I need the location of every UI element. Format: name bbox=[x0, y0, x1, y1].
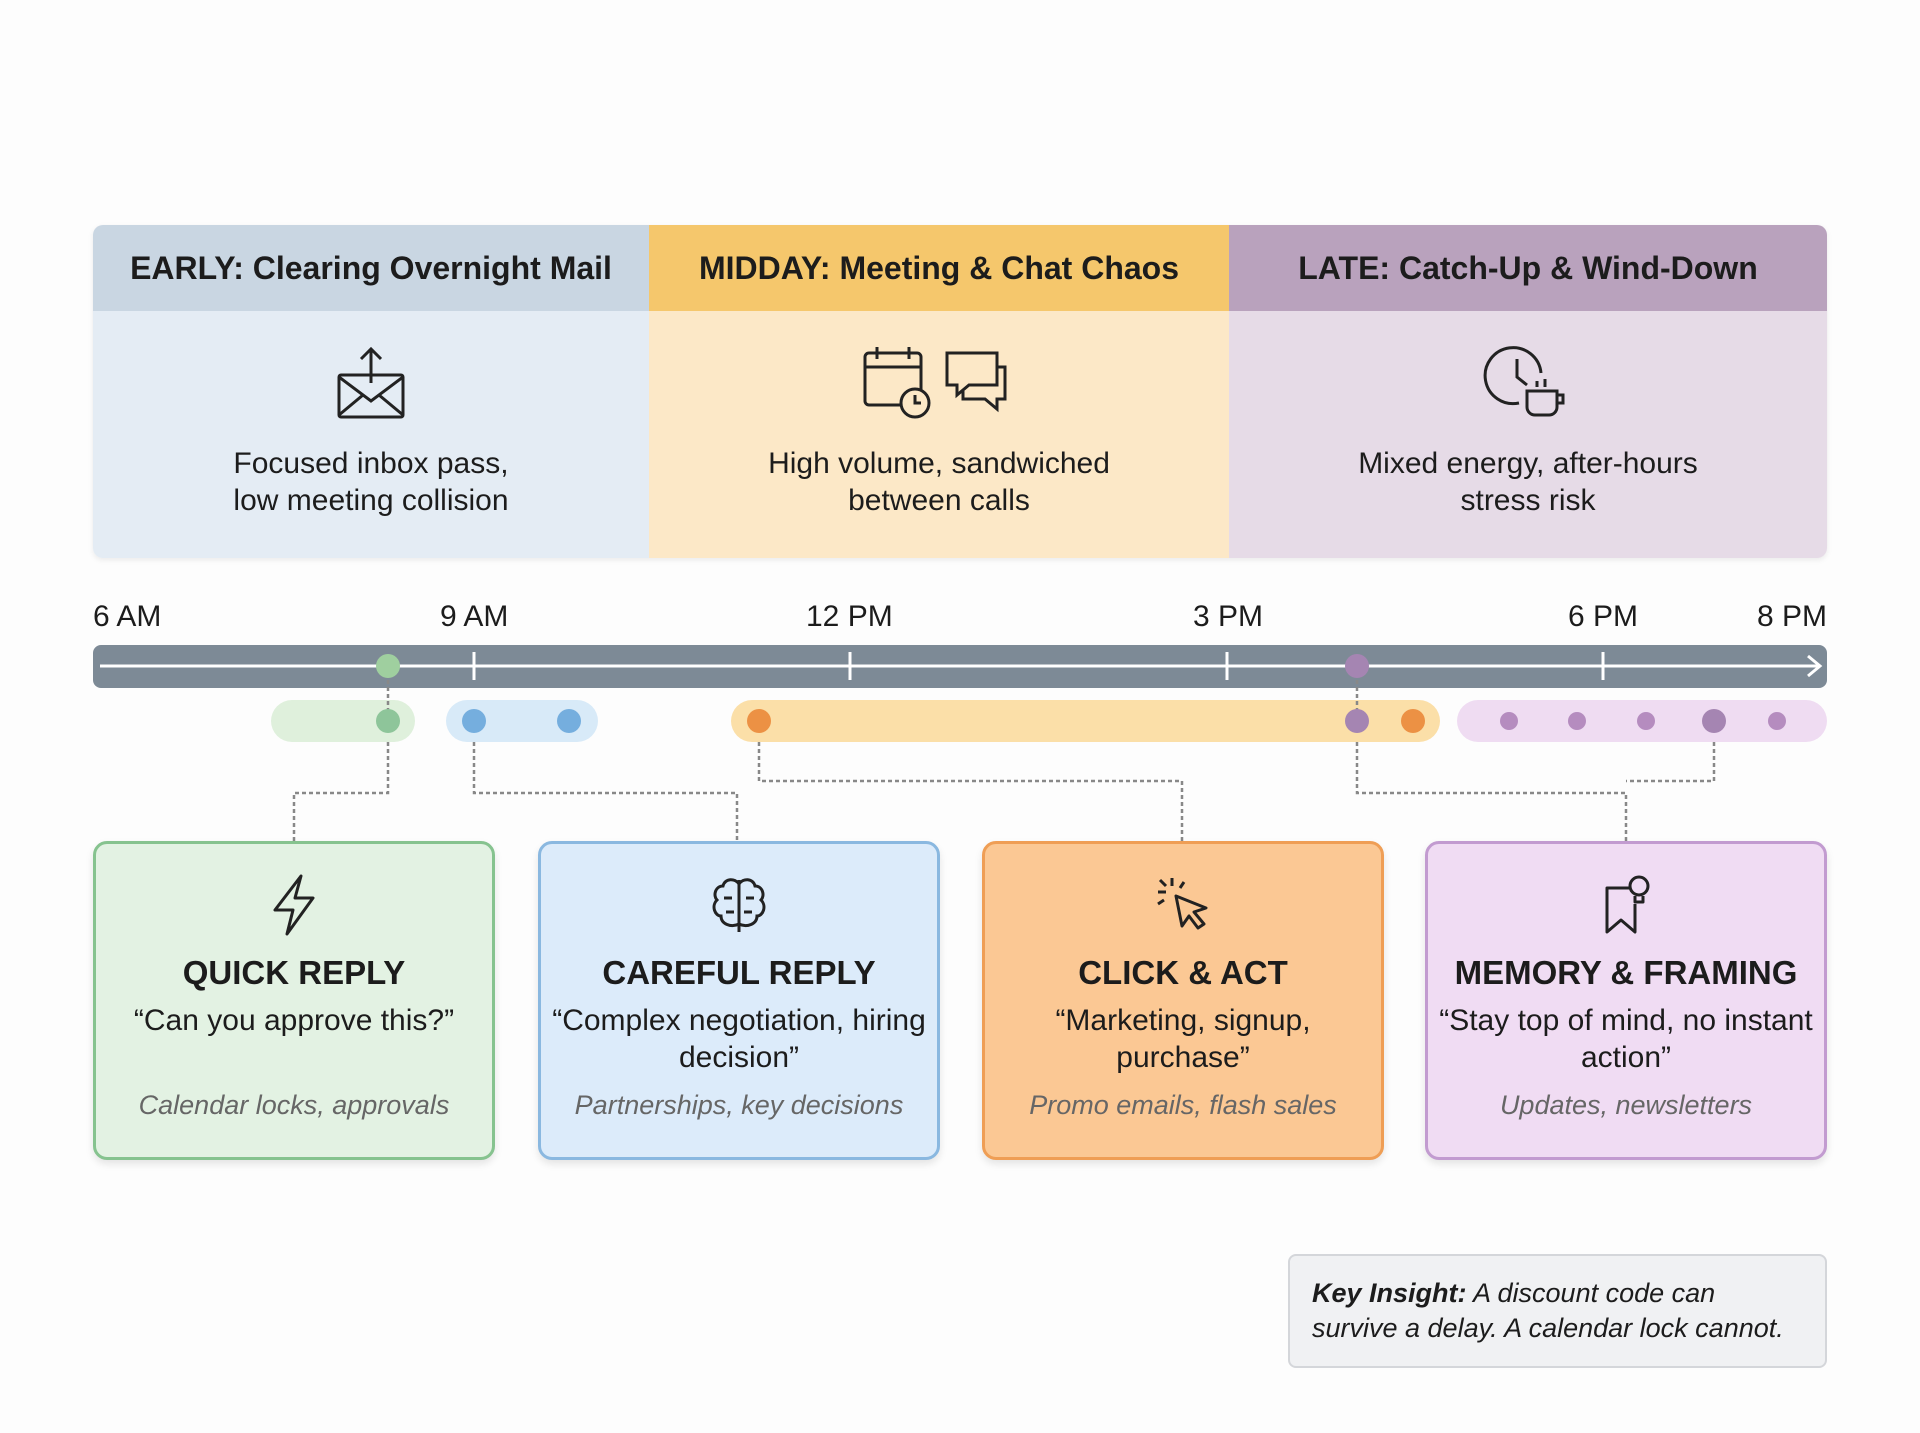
time-label: 3 PM bbox=[1193, 600, 1264, 633]
card-title: QUICK REPLY bbox=[182, 954, 406, 991]
card-title: CLICK & ACT bbox=[1078, 954, 1288, 991]
envelope-upload-icon bbox=[337, 346, 405, 419]
time-label: 8 PM bbox=[1757, 600, 1828, 633]
bookmark-lightbulb-icon bbox=[1605, 875, 1650, 934]
card-click-act: CLICK & ACT “Marketing, signup, purchase… bbox=[982, 841, 1384, 1160]
marker-dot bbox=[1345, 654, 1369, 678]
card-careful-reply: CAREFUL REPLY “Complex negotiation, hiri… bbox=[538, 841, 940, 1160]
phase-desc: Mixed energy, after-hours bbox=[1358, 447, 1698, 480]
marker-dot bbox=[1568, 712, 1586, 730]
marker-dot bbox=[376, 654, 400, 678]
card-quote: “Marketing, signup, purchase” bbox=[1055, 1004, 1311, 1074]
brain-icon bbox=[712, 878, 766, 932]
lightning-icon bbox=[273, 874, 315, 936]
marker-dot bbox=[1500, 712, 1518, 730]
card-quote: “Complex negotiation, hiring decision” bbox=[552, 1004, 926, 1074]
phase-desc: low meeting collision bbox=[233, 484, 509, 517]
phase-title: MIDDAY: Meeting & Chat Chaos bbox=[649, 225, 1229, 311]
cursor-click-icon bbox=[1157, 878, 1208, 930]
marker-dot bbox=[747, 709, 771, 733]
card-quote: “Stay top of mind, no instant action” bbox=[1439, 1004, 1813, 1074]
phase-desc: Focused inbox pass, bbox=[233, 447, 509, 480]
phase-early: EARLY: Clearing Overnight Mail Focused i… bbox=[93, 225, 649, 558]
time-label: 12 PM bbox=[806, 600, 893, 633]
insight-label: Key Insight: bbox=[1312, 1278, 1467, 1308]
phase-desc: stress risk bbox=[1460, 484, 1596, 517]
card-memory-framing: MEMORY & FRAMING “Stay top of mind, no i… bbox=[1425, 841, 1827, 1160]
card-quote: “Can you approve this?” bbox=[133, 1004, 455, 1037]
time-label: 9 AM bbox=[440, 600, 509, 633]
card-subtitle: Promo emails, flash sales bbox=[1029, 1090, 1337, 1120]
key-insight-box: Key Insight: A discount code can survive… bbox=[1288, 1254, 1827, 1368]
pill-click bbox=[731, 700, 1440, 742]
phase-midday: MIDDAY: Meeting & Chat Chaos High volume… bbox=[649, 225, 1229, 558]
card-subtitle: Updates, newsletters bbox=[1499, 1090, 1753, 1120]
phase-panel: EARLY: Clearing Overnight Mail Focused i… bbox=[93, 225, 1827, 558]
phase-late: LATE: Catch-Up & Wind-Down Mixed energy,… bbox=[1229, 225, 1827, 558]
marker-dot bbox=[376, 709, 400, 733]
clock-coffee-icon bbox=[1483, 346, 1565, 417]
phase-title: LATE: Catch-Up & Wind-Down bbox=[1229, 225, 1827, 311]
card-quick-reply: QUICK REPLY “Can you approve this?” Cale… bbox=[93, 841, 495, 1160]
calendar-chat-icon bbox=[863, 347, 1007, 419]
time-label: 6 PM bbox=[1568, 600, 1639, 633]
insight-text: A discount code can survive a delay. A c… bbox=[1312, 1278, 1784, 1343]
marker-dot bbox=[557, 709, 581, 733]
marker-dot bbox=[1637, 712, 1655, 730]
phase-desc: High volume, sandwiched bbox=[768, 447, 1110, 480]
marker-dot bbox=[1702, 709, 1726, 733]
card-title: MEMORY & FRAMING bbox=[1454, 954, 1798, 991]
card-subtitle: Calendar locks, approvals bbox=[138, 1090, 450, 1120]
card-subtitle: Partnerships, key decisions bbox=[574, 1090, 904, 1120]
marker-dot bbox=[462, 709, 486, 733]
timeline-axis bbox=[100, 652, 1823, 680]
time-label: 6 AM bbox=[93, 600, 162, 633]
card-title: CAREFUL REPLY bbox=[602, 954, 876, 991]
marker-dot bbox=[1401, 709, 1425, 733]
marker-dot bbox=[1345, 709, 1369, 733]
marker-dot bbox=[1768, 712, 1786, 730]
phase-desc: between calls bbox=[848, 484, 1030, 517]
phase-title: EARLY: Clearing Overnight Mail bbox=[93, 225, 649, 311]
